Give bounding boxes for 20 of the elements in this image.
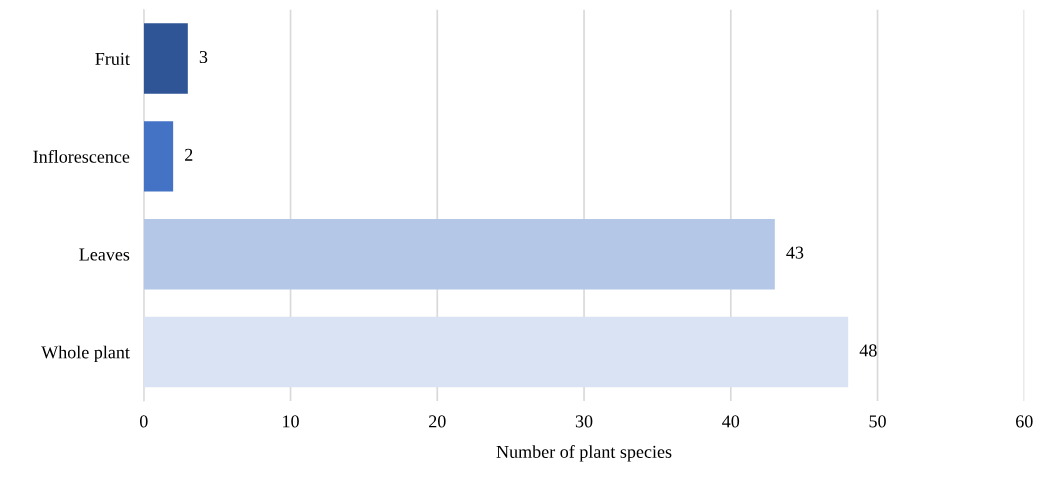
x-axis-title: Number of plant species (496, 445, 672, 462)
y-tick-label: Inflorescence (33, 149, 130, 163)
data-label: 2 (185, 148, 193, 161)
x-tick-label: 50 (869, 415, 886, 428)
bar (143, 121, 174, 192)
x-tick-label: 30 (575, 415, 593, 428)
y-tick-label: Whole plant (41, 345, 130, 363)
data-label: 48 (859, 344, 877, 357)
data-label: 43 (786, 246, 804, 259)
x-tick-label: 0 (139, 415, 148, 428)
bar (143, 316, 849, 388)
bar (143, 218, 775, 290)
x-tick-label: 10 (283, 415, 299, 428)
y-tick-label: Fruit (95, 52, 130, 66)
bar (143, 23, 188, 94)
x-tick-label: 40 (722, 415, 740, 428)
y-tick-label: Leaves (79, 248, 130, 261)
x-tick-label: 60 (1016, 415, 1033, 428)
x-tick-label: 20 (429, 415, 446, 428)
data-label: 3 (199, 50, 208, 64)
